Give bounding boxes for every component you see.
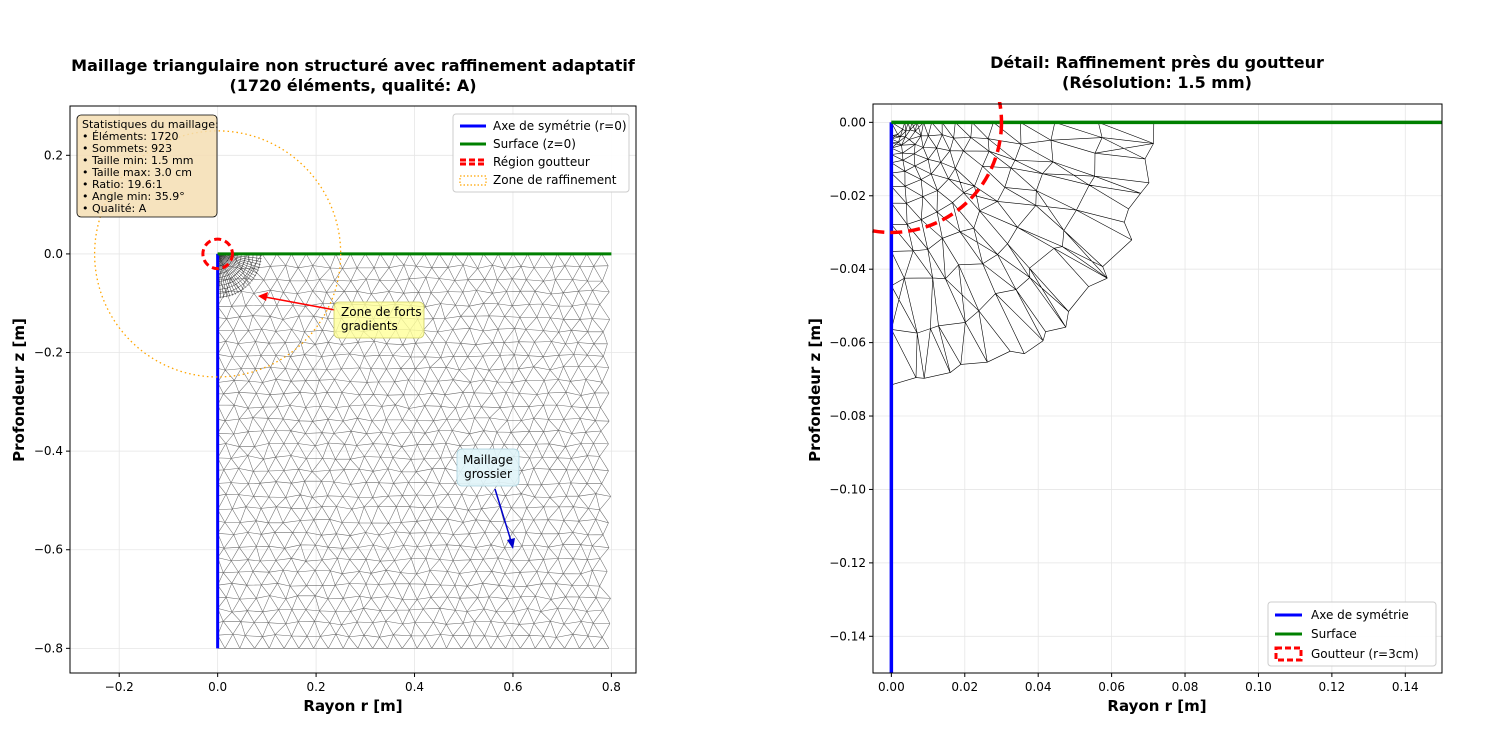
- y-tick-label: −0.14: [829, 629, 866, 643]
- emitter-region-circle: [871, 102, 1004, 235]
- emitter-region-circle: [201, 237, 234, 271]
- y-tick-label: −0.08: [829, 409, 866, 423]
- legend-label: Surface (z=0): [493, 137, 576, 151]
- left-legend: Axe de symétrie (r=0) Surface (z=0) Régi…: [452, 113, 630, 193]
- stats-line: • Sommets: 923: [82, 142, 172, 155]
- y-tick-label: −0.12: [829, 556, 866, 570]
- x-tick-label: 0.0: [208, 680, 227, 694]
- x-tick-label: 0.06: [1098, 680, 1125, 694]
- y-tick-label: 0.00: [839, 115, 866, 129]
- right-plot-frame: [872, 103, 1443, 674]
- legend-label: Axe de symétrie: [1311, 608, 1409, 622]
- right-ticks: 0.00 0.02 0.04 0.06 0.08 0.10 0.12 0.14 0.00 −0.0…: [829, 115, 1418, 694]
- annotation-text: Zone de forts: [341, 305, 422, 319]
- left-x-axis-label: Rayon r [m]: [303, 697, 402, 715]
- x-tick-label: −0.2: [105, 680, 134, 694]
- right-chart-panel: Détail: Raffinement près du goutteur (Ré…: [806, 53, 1443, 715]
- annotation-text: Maillage: [463, 453, 513, 467]
- legend-label: Surface: [1311, 627, 1357, 641]
- y-tick-label: −0.10: [829, 482, 866, 496]
- x-tick-label: 0.04: [1025, 680, 1052, 694]
- legend-swatch-emitter: [1274, 646, 1303, 662]
- y-tick-label: −0.8: [34, 641, 63, 655]
- left-series: [93, 130, 612, 649]
- detail-mesh-edges: [891, 122, 1155, 386]
- right-series: [871, 102, 1442, 673]
- y-tick-label: −0.6: [34, 543, 63, 557]
- right-x-axis-label: Rayon r [m]: [1107, 697, 1206, 715]
- right-chart-title-line2: (Résolution: 1.5 mm): [1062, 73, 1252, 92]
- y-tick-label: 0.2: [44, 148, 63, 162]
- y-tick-label: 0.0: [44, 247, 63, 261]
- y-tick-label: −0.4: [34, 444, 63, 458]
- left-grid: [70, 106, 636, 673]
- x-tick-label: 0.6: [503, 680, 522, 694]
- x-tick-label: 0.10: [1245, 680, 1272, 694]
- y-tick-label: −0.06: [829, 336, 866, 350]
- refinement-zone-circle: [93, 130, 342, 378]
- legend-label: Région goutteur: [493, 155, 590, 169]
- left-ticks: −0.2 0.0 0.2 0.4 0.6 0.8 0.2 0.0 −0.2 −0.4 −0.6 −0.…: [34, 148, 621, 694]
- x-tick-label: 0.12: [1319, 680, 1346, 694]
- left-chart-title-line2: (1720 éléments, qualité: A): [229, 76, 476, 95]
- legend-label: Goutteur (r=3cm): [1311, 647, 1419, 661]
- annotation-high-gradients: Zone de forts gradients: [258, 292, 425, 339]
- y-tick-label: −0.2: [34, 346, 63, 360]
- x-tick-label: 0.08: [1172, 680, 1199, 694]
- right-legend: Axe de symétrie Surface Goutteur (r=3cm): [1267, 601, 1437, 667]
- x-tick-label: 0.00: [878, 680, 905, 694]
- y-tick-label: −0.04: [829, 262, 866, 276]
- left-plot-frame: [69, 105, 637, 674]
- left-y-axis-label: Profondeur z [m]: [10, 318, 28, 462]
- stats-line: • Taille min: 1.5 mm: [82, 154, 193, 167]
- stats-line: • Éléments: 1720: [82, 130, 178, 143]
- x-tick-label: 0.2: [307, 680, 326, 694]
- stats-line: • Angle min: 35.9°: [82, 190, 185, 203]
- left-chart-panel: Maillage triangulaire non structuré avec…: [10, 56, 637, 715]
- left-chart-title-line1: Maillage triangulaire non structuré avec…: [71, 56, 636, 75]
- stats-line: • Ratio: 19.6:1: [82, 178, 163, 191]
- x-tick-label: 0.02: [951, 680, 978, 694]
- x-tick-label: 0.8: [602, 680, 621, 694]
- annotation-text: grossier: [464, 467, 512, 481]
- legend-label: Axe de symétrie (r=0): [493, 119, 627, 133]
- x-tick-label: 0.4: [405, 680, 424, 694]
- right-chart-title-line1: Détail: Raffinement près du goutteur: [990, 53, 1324, 72]
- x-tick-label: 0.14: [1392, 680, 1419, 694]
- right-grid: [873, 104, 1442, 673]
- mesh-stats-box: Statistiques du maillage: • Éléments: 17…: [76, 114, 219, 218]
- legend-label: Zone de raffinement: [493, 173, 617, 187]
- stats-line: • Qualité: A: [82, 202, 147, 215]
- stats-line: • Taille max: 3.0 cm: [82, 166, 192, 179]
- right-y-axis-label: Profondeur z [m]: [806, 318, 824, 462]
- stats-line: Statistiques du maillage:: [82, 118, 219, 131]
- right-mesh: [891, 122, 1155, 386]
- annotation-coarse-mesh: Maillage grossier: [456, 448, 520, 549]
- annotation-text: gradients: [341, 319, 398, 333]
- y-tick-label: −0.02: [829, 189, 866, 203]
